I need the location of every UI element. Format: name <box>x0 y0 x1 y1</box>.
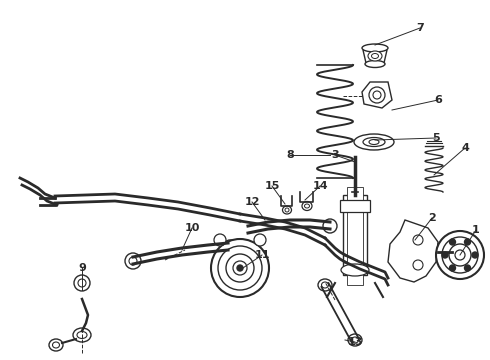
Circle shape <box>472 252 478 258</box>
Ellipse shape <box>371 54 378 59</box>
Ellipse shape <box>365 60 385 68</box>
Circle shape <box>413 260 423 270</box>
Text: 4: 4 <box>461 143 469 153</box>
Ellipse shape <box>254 234 266 246</box>
Ellipse shape <box>455 250 465 260</box>
Text: 2: 2 <box>428 213 436 223</box>
Text: 14: 14 <box>312 181 328 191</box>
Circle shape <box>465 239 470 245</box>
Ellipse shape <box>321 282 328 288</box>
Circle shape <box>449 239 456 245</box>
Circle shape <box>449 265 456 271</box>
Ellipse shape <box>214 234 226 246</box>
Ellipse shape <box>226 243 234 251</box>
Ellipse shape <box>368 51 382 61</box>
Ellipse shape <box>49 339 63 351</box>
Circle shape <box>442 252 448 258</box>
Ellipse shape <box>442 237 478 273</box>
Ellipse shape <box>341 264 369 276</box>
Ellipse shape <box>318 279 332 291</box>
Text: 5: 5 <box>432 133 440 143</box>
Ellipse shape <box>218 246 262 290</box>
Ellipse shape <box>363 138 385 147</box>
Ellipse shape <box>237 265 243 271</box>
Ellipse shape <box>354 134 394 150</box>
Ellipse shape <box>77 332 87 338</box>
Polygon shape <box>362 82 392 108</box>
Ellipse shape <box>211 239 269 297</box>
Text: 10: 10 <box>184 223 200 233</box>
Text: 1: 1 <box>472 225 480 235</box>
Ellipse shape <box>78 279 86 287</box>
Text: 7: 7 <box>416 23 424 33</box>
Ellipse shape <box>52 342 59 348</box>
Ellipse shape <box>125 253 141 269</box>
Bar <box>340 200 370 212</box>
Polygon shape <box>388 220 438 282</box>
Ellipse shape <box>223 240 237 254</box>
Ellipse shape <box>449 244 471 266</box>
Ellipse shape <box>369 140 379 144</box>
Text: 3: 3 <box>331 150 339 160</box>
Ellipse shape <box>302 202 312 211</box>
Text: 6: 6 <box>434 95 442 105</box>
Ellipse shape <box>323 219 337 233</box>
Circle shape <box>465 265 470 271</box>
Ellipse shape <box>129 257 137 265</box>
Ellipse shape <box>373 91 381 99</box>
Bar <box>347 187 363 285</box>
Polygon shape <box>363 50 387 63</box>
Ellipse shape <box>73 328 91 342</box>
Text: 9: 9 <box>78 263 86 273</box>
Ellipse shape <box>226 254 254 282</box>
Text: 11: 11 <box>254 250 270 260</box>
Ellipse shape <box>369 87 385 103</box>
Text: 8: 8 <box>286 150 294 160</box>
Ellipse shape <box>351 337 359 343</box>
Ellipse shape <box>283 206 292 214</box>
Ellipse shape <box>436 231 484 279</box>
Bar <box>343 195 367 275</box>
Ellipse shape <box>233 261 247 275</box>
Ellipse shape <box>348 334 362 346</box>
Ellipse shape <box>304 204 310 208</box>
Text: 12: 12 <box>244 197 260 207</box>
Ellipse shape <box>74 275 90 291</box>
Ellipse shape <box>362 44 388 52</box>
Text: 13: 13 <box>347 337 363 347</box>
Text: 15: 15 <box>264 181 280 191</box>
Circle shape <box>413 235 423 245</box>
Ellipse shape <box>285 208 289 212</box>
